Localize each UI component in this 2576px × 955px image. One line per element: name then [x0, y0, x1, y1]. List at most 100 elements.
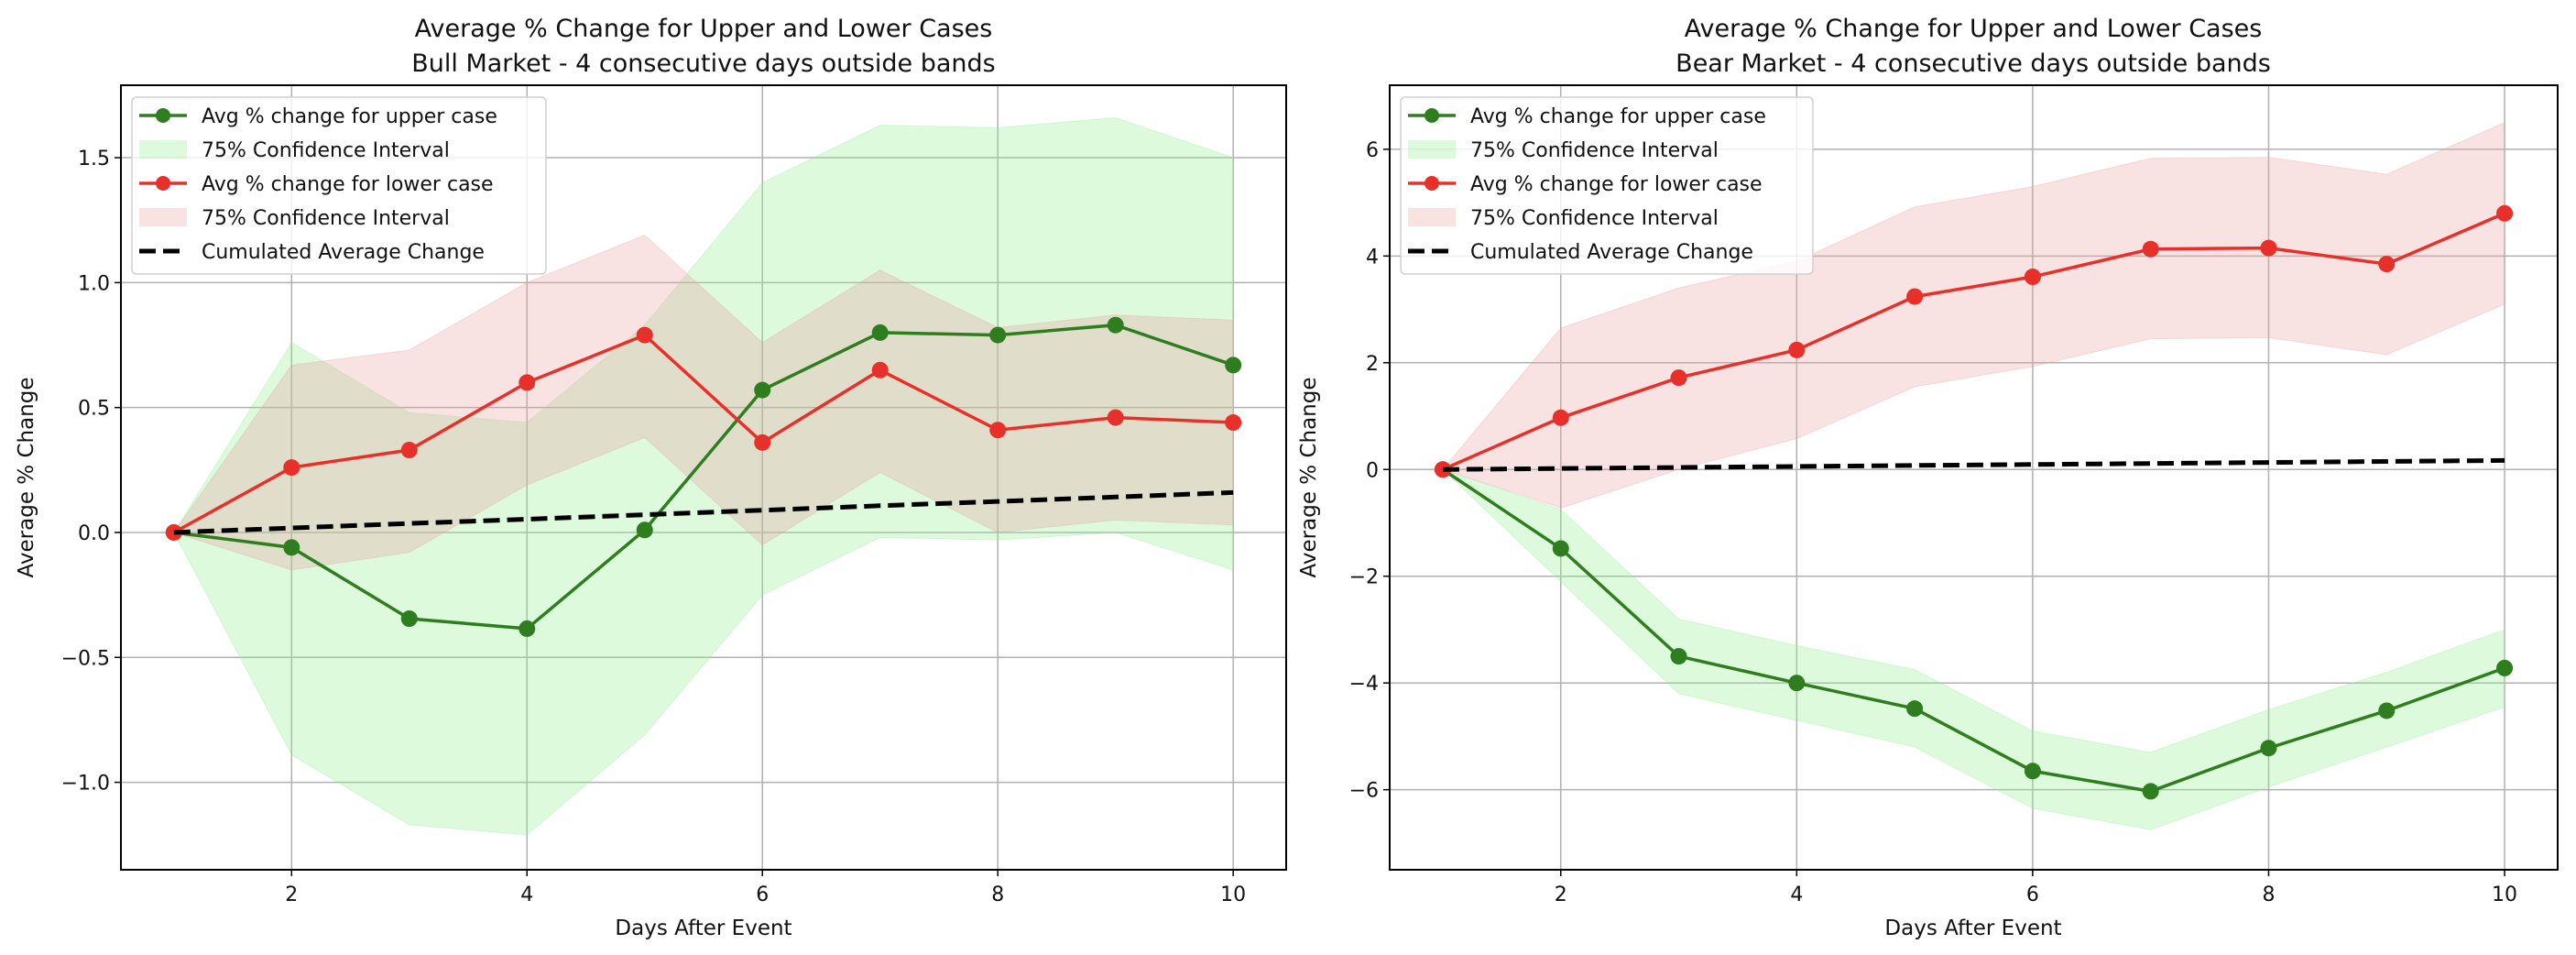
- legend-swatch-marker: [156, 176, 170, 191]
- legend-box: [1400, 96, 1814, 275]
- lower-case-point: [1788, 341, 1806, 358]
- legend-label: Avg % change for upper case: [1470, 105, 1766, 128]
- lower-case-point: [1225, 414, 1242, 432]
- lower-case-line: [1442, 212, 2505, 471]
- upper-case-point: [1670, 648, 1687, 665]
- x-tick-label: 8: [2262, 884, 2275, 906]
- y-tick-label: −0.5: [61, 647, 110, 670]
- legend-swatch-marker: [1424, 108, 1439, 123]
- x-tick-label: 10: [2492, 884, 2517, 906]
- x-tick-label: 4: [520, 884, 533, 906]
- legend-swatch-band: [139, 140, 187, 159]
- y-tick-label: 1.0: [78, 272, 110, 295]
- x-tick-label: 2: [285, 884, 298, 906]
- upper-case-point: [2142, 783, 2159, 800]
- legend-label: Avg % change for lower case: [1470, 173, 1763, 196]
- lower-case-point: [2378, 256, 2396, 273]
- x-tick-label: 2: [1555, 884, 1567, 906]
- legend-swatch-band: [139, 208, 187, 226]
- upper-case-point: [2378, 702, 2396, 719]
- cumulated-average-line: [1442, 457, 2505, 472]
- plot-frame: [1389, 84, 2559, 871]
- legend-label: 75% Confidence Interval: [1470, 139, 1719, 162]
- x-tick-label: 6: [756, 884, 769, 906]
- x-tick-label: 6: [2026, 884, 2039, 906]
- upper-case-point: [2496, 659, 2514, 676]
- upper-case-point: [1788, 675, 1806, 692]
- y-tick-label: 4: [1366, 246, 1379, 269]
- legend-swatch-marker: [1424, 176, 1439, 191]
- confidence-band-upper-case: [1442, 468, 2505, 830]
- bear-market-chart: Average % Change for Upper and Lower Cas…: [1297, 15, 2559, 940]
- legend-label: 75% Confidence Interval: [202, 207, 450, 230]
- lower-case-point: [518, 374, 536, 391]
- lower-case-point: [2024, 269, 2041, 286]
- y-axis-label: Average % Change: [15, 378, 38, 578]
- legend-label: 75% Confidence Interval: [202, 139, 450, 162]
- upper-case-point: [871, 324, 889, 341]
- upper-case-point: [1552, 540, 1569, 557]
- lower-case-point: [1552, 409, 1569, 426]
- legend-swatch-marker: [156, 108, 170, 123]
- y-axis-label: Average % Change: [1297, 378, 1321, 578]
- y-tick-label: 0: [1366, 459, 1379, 482]
- plot-frame: [120, 84, 1287, 871]
- y-tick-label: −6: [1349, 780, 1379, 803]
- x-tick-label: 8: [991, 884, 1004, 906]
- bull-market-chart: Average % Change for Upper and Lower Cas…: [15, 15, 1287, 940]
- lower-case-point: [2142, 240, 2159, 258]
- upper-case-point: [400, 610, 418, 628]
- legend: Avg % change for upper case 75% Confidenc…: [1400, 96, 1814, 275]
- lower-case-point: [989, 422, 1007, 439]
- x-tick-label: 4: [1790, 884, 1803, 906]
- lower-case-point: [1906, 288, 1924, 305]
- y-tick-label: −1.0: [61, 773, 110, 796]
- upper-case-point: [989, 326, 1007, 344]
- legend-label: 75% Confidence Interval: [1470, 207, 1719, 230]
- lower-case-point: [754, 434, 771, 451]
- x-axis-label: Days After Event: [615, 917, 791, 940]
- upper-case-point: [518, 620, 536, 637]
- lower-case-point: [400, 442, 418, 459]
- y-tick-label: −4: [1349, 673, 1379, 696]
- upper-case-point: [1107, 316, 1124, 334]
- upper-case-line: [173, 323, 1234, 631]
- lower-case-point: [2496, 204, 2514, 222]
- chart-title: Average % Change for Upper and Lower Cas…: [1685, 15, 2263, 43]
- lower-case-point: [871, 361, 889, 379]
- lower-case-point: [1670, 369, 1687, 387]
- legend-label: Cumulated Average Change: [202, 241, 485, 264]
- upper-case-point: [2024, 763, 2041, 780]
- y-tick-label: 2: [1366, 353, 1379, 376]
- legend: Avg % change for upper case 75% Confidenc…: [131, 96, 547, 275]
- lower-case-point: [2260, 239, 2277, 257]
- y-tick-label: 1.5: [78, 148, 110, 170]
- upper-case-point: [283, 539, 300, 556]
- lower-case-point: [283, 459, 300, 477]
- lower-case-point: [1107, 409, 1124, 426]
- lower-case-point: [1434, 461, 1451, 478]
- upper-case-point: [1225, 357, 1242, 374]
- upper-case-point: [754, 381, 771, 399]
- y-tick-label: 0.0: [78, 522, 110, 545]
- legend-swatch-band: [1408, 140, 1456, 159]
- chart-subtitle: Bull Market - 4 consecutive days outside…: [411, 49, 996, 78]
- chart-subtitle: Bear Market - 4 consecutive days outside…: [1675, 49, 2271, 78]
- legend-box: [131, 96, 547, 275]
- y-tick-label: 6: [1366, 139, 1379, 162]
- lower-case-line: [172, 333, 1234, 534]
- y-tick-label: −2: [1349, 566, 1379, 589]
- upper-case-line: [1441, 467, 2505, 794]
- chart-title: Average % Change for Upper and Lower Cas…: [415, 15, 993, 43]
- lower-case-point: [636, 326, 653, 344]
- upper-case-point: [1906, 700, 1924, 718]
- legend-label: Cumulated Average Change: [1470, 241, 1753, 264]
- upper-case-point: [636, 521, 653, 539]
- cumulated-average-line: [173, 489, 1234, 535]
- legend-label: Avg % change for upper case: [202, 105, 497, 128]
- upper-case-point: [2260, 740, 2277, 757]
- legend-label: Avg % change for lower case: [202, 173, 494, 196]
- x-tick-label: 10: [1220, 884, 1246, 906]
- y-tick-label: 0.5: [78, 398, 110, 421]
